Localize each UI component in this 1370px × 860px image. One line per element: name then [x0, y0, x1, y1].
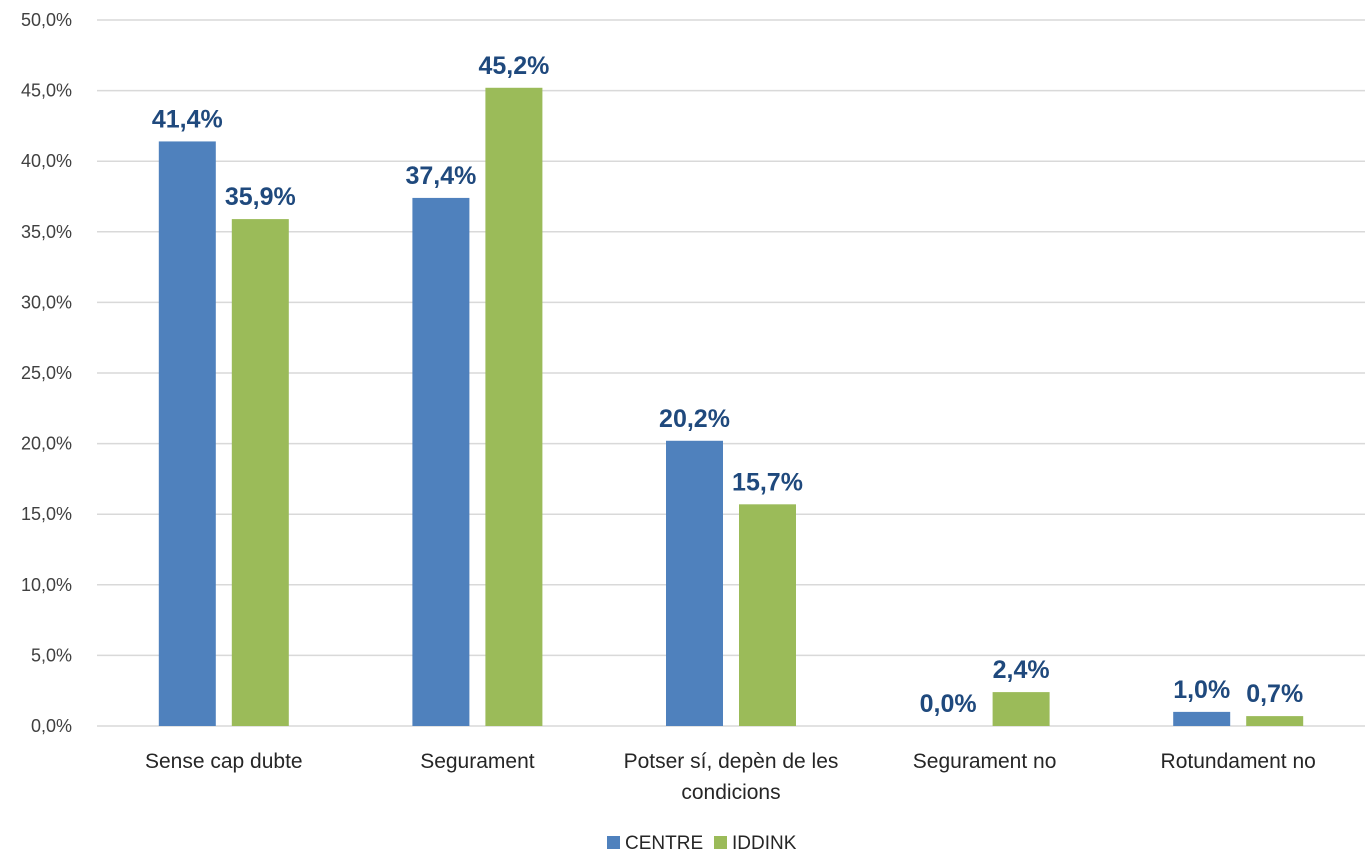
y-tick-label: 30,0% — [21, 292, 72, 312]
bars — [158, 87, 1304, 727]
y-tick-label: 5,0% — [31, 645, 72, 665]
y-tick-label: 40,0% — [21, 151, 72, 171]
x-category-label: Segurament — [420, 750, 535, 773]
data-label: 1,0% — [1173, 676, 1230, 704]
legend-swatch-iddink — [714, 836, 727, 849]
data-label: 2,4% — [993, 656, 1050, 684]
x-axis-categories: Sense cap dubte Segurament Potser sí, depè… — [145, 750, 1316, 804]
bar-iddink — [231, 219, 289, 727]
x-category-label: Potser sí, depèn de les — [624, 750, 839, 773]
y-tick-label: 0,0% — [31, 716, 72, 736]
bar-iddink — [739, 504, 796, 726]
x-category-label: condicions — [681, 781, 780, 804]
bar-centre — [666, 440, 723, 726]
data-label: 0,7% — [1246, 680, 1303, 708]
data-label: 37,4% — [405, 162, 476, 190]
x-category-label: Sense cap dubte — [145, 750, 303, 773]
gridlines — [97, 19, 1365, 727]
bar-centre — [412, 197, 470, 727]
data-label: 0,0% — [920, 690, 977, 718]
bar-iddink — [1246, 716, 1304, 726]
data-label: 15,7% — [732, 468, 803, 496]
y-tick-label: 45,0% — [21, 81, 72, 101]
data-label: 20,2% — [659, 405, 730, 433]
x-category-label: Segurament no — [913, 750, 1057, 773]
legend: CENTRE IDDINK — [607, 833, 797, 854]
bar-iddink — [485, 87, 543, 726]
y-tick-label: 15,0% — [21, 504, 72, 524]
bar-iddink — [992, 692, 1050, 726]
data-labels: 41,4% 35,9% 37,4% 45,2% 20,2% 15,7% 0,0% 2,4% 1,… — [152, 52, 1303, 718]
legend-label: CENTRE — [625, 833, 703, 854]
bar-centre — [1173, 711, 1231, 726]
y-tick-label: 35,0% — [21, 222, 72, 242]
bar-centre — [158, 141, 216, 726]
legend-swatch-centre — [607, 836, 620, 849]
y-tick-label: 25,0% — [21, 363, 72, 383]
y-axis-ticks: 0,0% 5,0% 10,0% 15,0% 20,0% 25,0% 30,0% 35,0% 40… — [21, 10, 72, 736]
y-tick-label: 50,0% — [21, 10, 72, 30]
y-tick-label: 10,0% — [21, 575, 72, 595]
data-label: 45,2% — [478, 52, 549, 80]
x-category-label: Rotundament no — [1161, 750, 1316, 773]
data-label: 35,9% — [225, 183, 296, 211]
data-label: 41,4% — [152, 105, 223, 133]
y-tick-label: 20,0% — [21, 434, 72, 454]
legend-label: IDDINK — [732, 833, 797, 854]
